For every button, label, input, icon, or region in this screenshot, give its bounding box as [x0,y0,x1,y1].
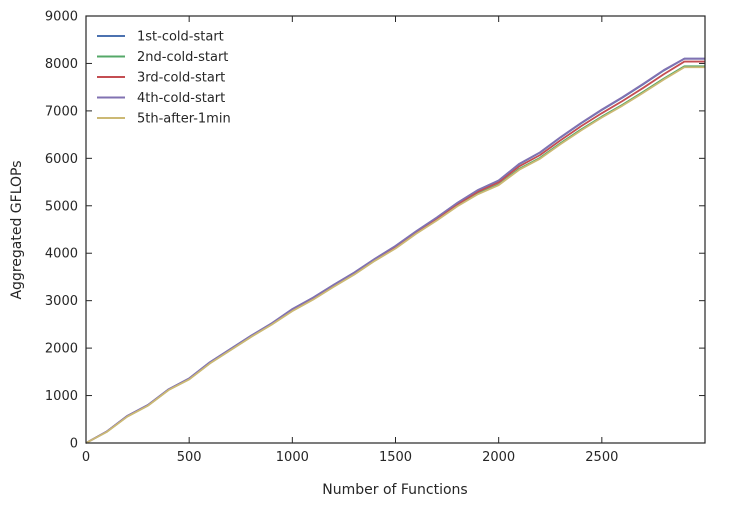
x-tick-label: 0 [82,450,90,465]
x-tick-label: 2000 [482,450,515,465]
y-tick-label: 6000 [45,152,78,167]
y-tick-label: 7000 [45,104,78,119]
y-axis-label: Aggregated GFLOPs [9,160,25,299]
y-axis: 0 1000 2000 3000 4000 5000 6000 7000 8000 9000 [45,10,705,452]
y-tick-label: 1000 [45,389,78,404]
y-tick-label: 5000 [45,199,78,214]
legend-label: 2nd-cold-start [137,50,228,65]
legend: 1st-cold-start 2nd-cold-start 3rd-cold-sta… [97,30,231,127]
legend-label: 5th-after-1min [137,112,231,127]
y-tick-label: 2000 [45,342,78,357]
y-tick-label: 4000 [45,247,78,262]
plot-series-group [85,57,705,444]
y-tick-label: 8000 [45,57,78,72]
y-tick-label: 3000 [45,294,78,309]
legend-label: 3rd-cold-start [137,71,225,86]
x-tick-label: 1500 [379,450,412,465]
x-axis-label: Number of Functions [322,482,467,498]
x-tick-label: 2500 [585,450,618,465]
x-tick-label: 500 [177,450,202,465]
legend-label: 1st-cold-start [137,30,224,45]
x-axis: 0 500 1000 1500 2000 2500 [82,16,618,465]
x-tick-label: 1000 [276,450,309,465]
series-line-5 [85,66,705,444]
y-tick-label: 0 [70,437,78,452]
legend-label: 4th-cold-start [137,91,225,106]
y-tick-label: 9000 [45,10,78,25]
